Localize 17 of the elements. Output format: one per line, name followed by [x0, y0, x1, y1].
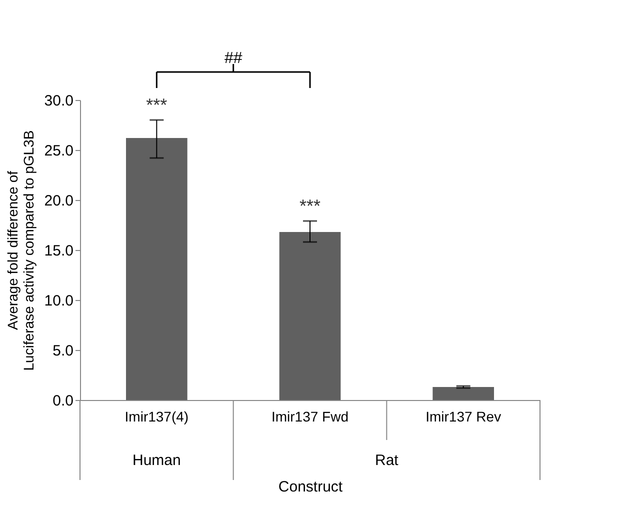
- text: Human: [132, 452, 181, 469]
- y-tick-label: 10.0: [44, 292, 74, 310]
- y-tick-label: 25.0: [44, 142, 74, 160]
- y-tick-label: 0.0: [52, 392, 74, 410]
- y-axis-title: Average fold difference of Luciferase activity compared to pGL3B: [4, 130, 36, 371]
- annotation: ***: [146, 95, 168, 115]
- y-tick-label: 15.0: [44, 242, 74, 260]
- text: Rat: [374, 452, 400, 469]
- x-tick-label: Imir137(4): [124, 408, 189, 424]
- y-tick-label: 5.0: [52, 342, 74, 360]
- annotation: ***: [299, 196, 321, 216]
- text: ##: [224, 50, 242, 67]
- y-tick-label: 20.0: [44, 192, 74, 210]
- y-tick-label: 30.0: [44, 92, 74, 110]
- x-tick-label: Imir137 Fwd: [271, 408, 349, 424]
- x-tick-label: Imir137 Rev: [426, 408, 502, 424]
- x-axis-title: Construct: [278, 478, 344, 496]
